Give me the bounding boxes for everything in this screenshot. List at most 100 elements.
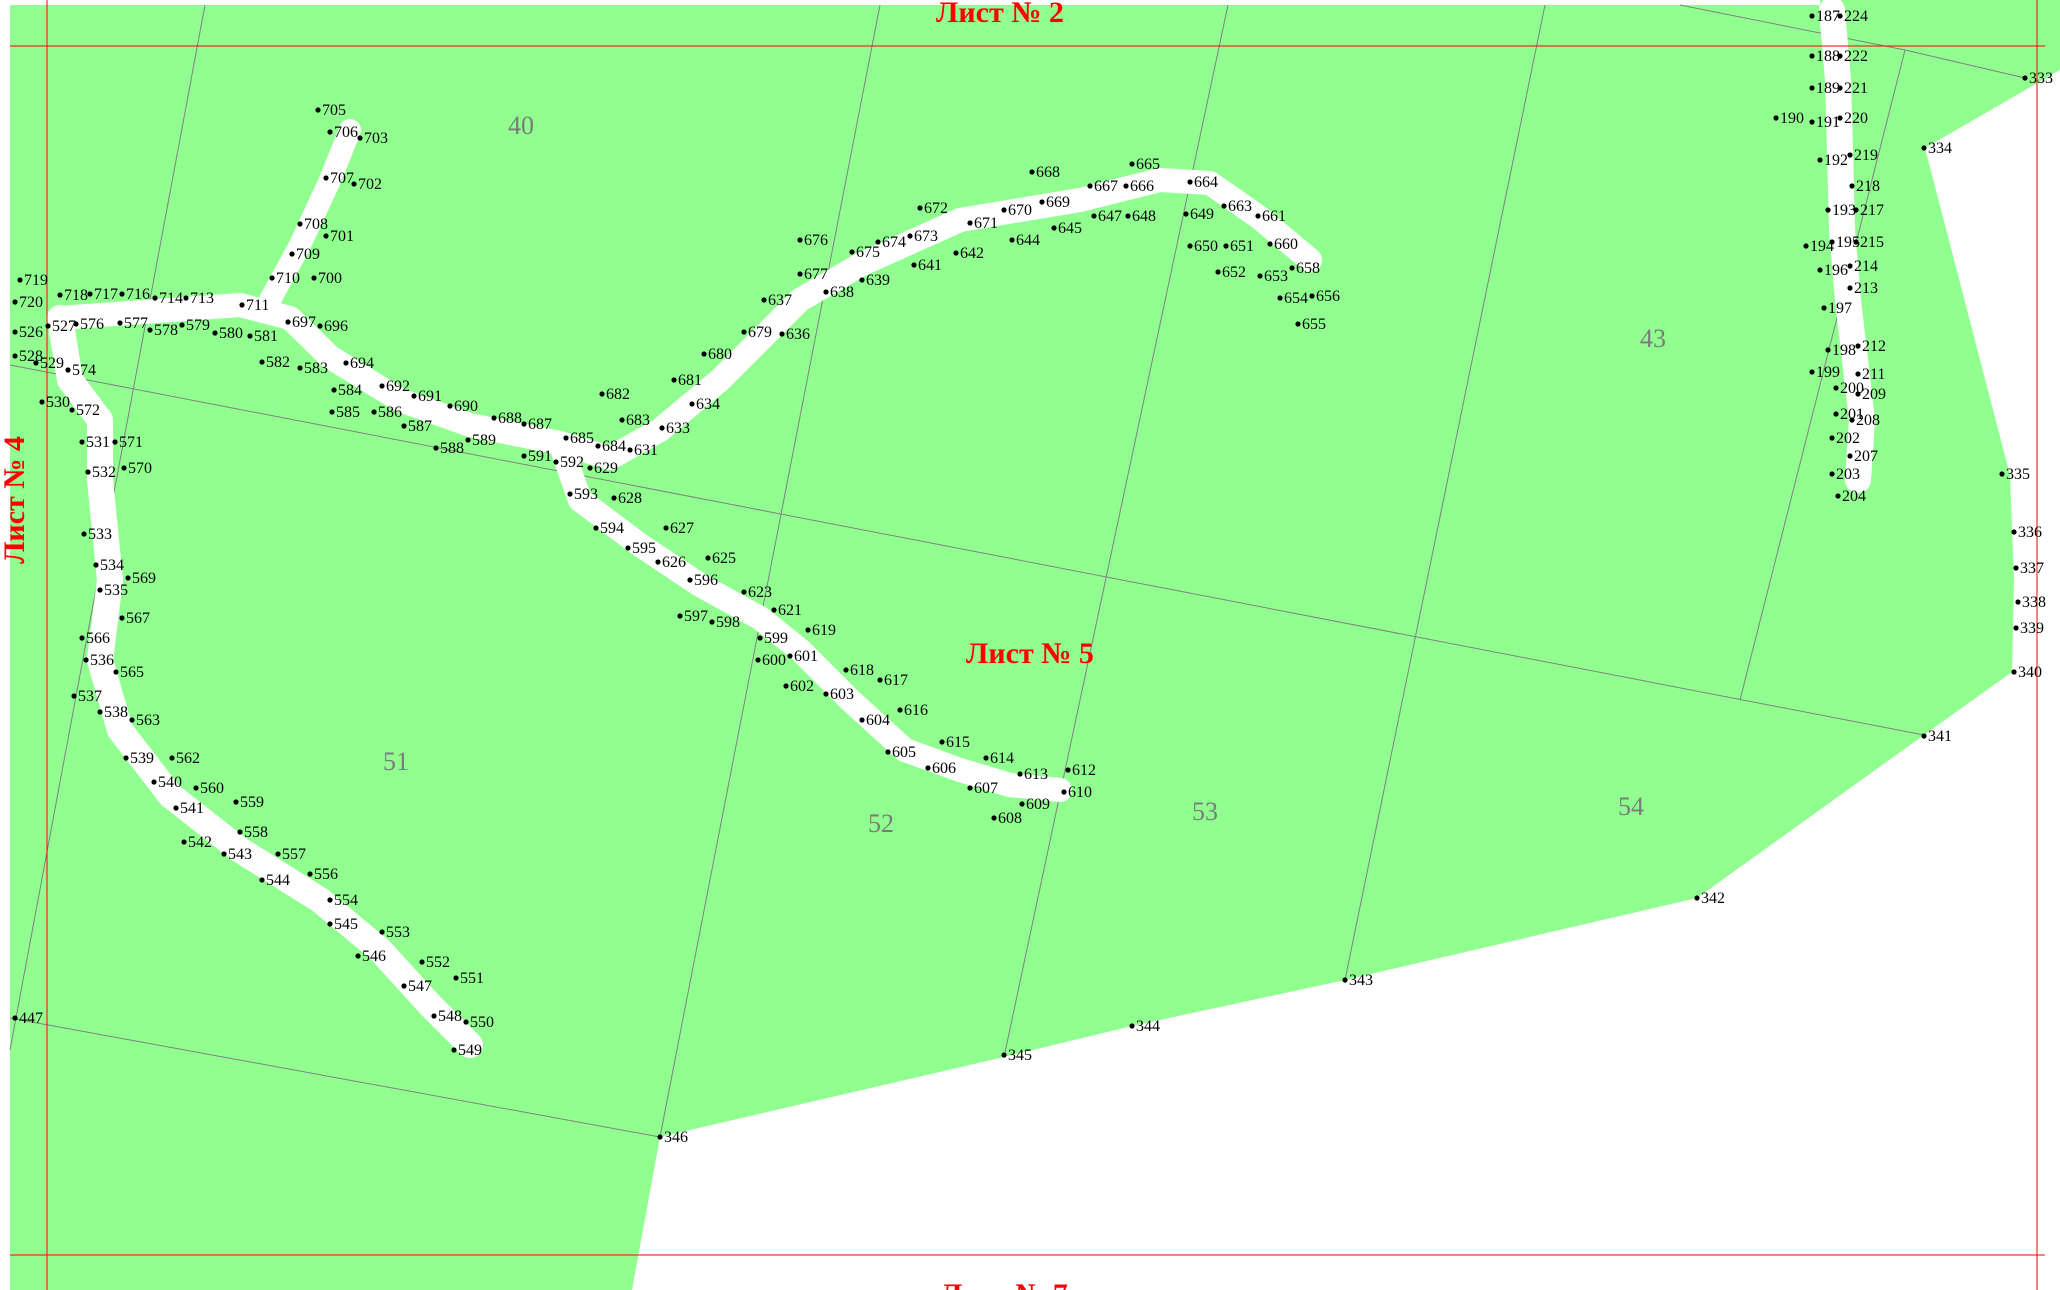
boundary-point-marker (599, 391, 605, 397)
boundary-point: 670 (1001, 202, 1032, 219)
boundary-point-marker (797, 237, 803, 243)
boundary-point-marker (1921, 145, 1927, 151)
boundary-point-label: 591 (528, 448, 552, 465)
boundary-point-label: 716 (126, 286, 150, 303)
boundary-point-label: 589 (472, 432, 496, 449)
boundary-point-marker (783, 683, 789, 689)
boundary-point-label: 340 (2018, 664, 2042, 681)
boundary-point-marker (1051, 225, 1057, 231)
boundary-point: 600 (755, 652, 786, 669)
boundary-point: 214 (1847, 258, 1878, 275)
boundary-point-label: 675 (856, 244, 880, 261)
boundary-point-label: 529 (40, 355, 64, 372)
boundary-point-label: 676 (804, 232, 828, 249)
boundary-point-marker (113, 669, 119, 675)
boundary-point-label: 681 (678, 372, 702, 389)
boundary-point-marker (121, 465, 127, 471)
boundary-point-marker (259, 359, 265, 365)
boundary-point-marker (1809, 119, 1815, 125)
boundary-point-marker (709, 619, 715, 625)
boundary-point-marker (83, 657, 89, 663)
boundary-point-marker (1309, 293, 1315, 299)
boundary-point-label: 336 (2018, 524, 2042, 541)
boundary-point: 617 (877, 672, 908, 689)
boundary-point: 709 (289, 246, 320, 263)
boundary-point-label: 682 (606, 386, 630, 403)
boundary-point-marker (567, 491, 573, 497)
boundary-point-marker (79, 635, 85, 641)
boundary-point-label: 690 (454, 398, 478, 415)
boundary-point-label: 553 (386, 924, 410, 941)
boundary-point: 554 (327, 892, 358, 909)
boundary-point-label: 208 (1856, 412, 1880, 429)
boundary-point-label: 203 (1836, 466, 1860, 483)
boundary-point: 557 (275, 846, 306, 863)
boundary-point-label: 701 (330, 228, 354, 245)
boundary-point: 556 (307, 866, 338, 883)
boundary-point: 675 (849, 244, 880, 261)
boundary-point-label: 579 (186, 317, 210, 334)
boundary-point: 667 (1087, 178, 1118, 195)
boundary-point: 589 (465, 432, 496, 449)
boundary-point-marker (1809, 53, 1815, 59)
boundary-point: 336 (2011, 524, 2042, 541)
boundary-point-label: 720 (19, 294, 43, 311)
boundary-point-label: 535 (104, 582, 128, 599)
boundary-point: 653 (1257, 268, 1288, 285)
boundary-point-label: 599 (764, 630, 788, 647)
boundary-point-label: 334 (1928, 140, 1952, 157)
boundary-point: 551 (453, 970, 484, 987)
boundary-point-marker (39, 399, 45, 405)
boundary-point: 665 (1129, 156, 1160, 173)
boundary-point: 192 (1817, 152, 1848, 169)
boundary-point-marker (351, 181, 357, 187)
boundary-point-label: 342 (1701, 890, 1725, 907)
boundary-point-marker (97, 709, 103, 715)
boundary-point: 648 (1125, 208, 1156, 225)
boundary-point-label: 533 (88, 526, 112, 543)
boundary-point-marker (237, 829, 243, 835)
boundary-point-label: 623 (748, 584, 772, 601)
boundary-point-label: 705 (322, 102, 346, 119)
boundary-point: 195 (1829, 234, 1860, 251)
boundary-point: 221 (1837, 80, 1868, 97)
boundary-point-label: 647 (1098, 208, 1122, 225)
boundary-point-marker (939, 739, 945, 745)
boundary-point-marker (1221, 203, 1227, 209)
boundary-point-label: 539 (130, 750, 154, 767)
boundary-point-marker (671, 377, 677, 383)
boundary-point-label: 197 (1828, 300, 1852, 317)
boundary-point-label: 600 (762, 652, 786, 669)
boundary-point-label: 639 (866, 272, 890, 289)
boundary-point-marker (355, 953, 361, 959)
boundary-point-label: 601 (794, 648, 818, 665)
boundary-point-label: 717 (94, 286, 118, 303)
boundary-point-label: 636 (786, 326, 810, 343)
boundary-point-label: 625 (712, 550, 736, 567)
boundary-point-label: 531 (86, 434, 110, 451)
boundary-point-label: 654 (1284, 290, 1308, 307)
boundary-point-label: 596 (694, 572, 718, 589)
boundary-point-marker (179, 322, 185, 328)
boundary-point-marker (1803, 243, 1809, 249)
boundary-point-marker (885, 749, 891, 755)
parcel-label: 53 (1192, 797, 1218, 826)
boundary-point: 202 (1829, 430, 1860, 447)
boundary-point: 526 (12, 324, 43, 341)
boundary-point-label: 557 (282, 846, 306, 863)
boundary-point-label: 606 (932, 760, 956, 777)
boundary-point-label: 559 (240, 794, 264, 811)
boundary-point-marker (1821, 305, 1827, 311)
boundary-point: 596 (687, 572, 718, 589)
boundary-point-label: 586 (378, 404, 402, 421)
boundary-point-label: 572 (76, 402, 100, 419)
boundary-point: 194 (1803, 238, 1834, 255)
boundary-point-marker (151, 779, 157, 785)
boundary-point-marker (2022, 75, 2028, 81)
boundary-point-label: 196 (1824, 262, 1848, 279)
boundary-point-marker (593, 525, 599, 531)
boundary-point-label: 629 (594, 460, 618, 477)
boundary-point-marker (779, 331, 785, 337)
boundary-point-marker (907, 233, 913, 239)
boundary-point-marker (297, 221, 303, 227)
